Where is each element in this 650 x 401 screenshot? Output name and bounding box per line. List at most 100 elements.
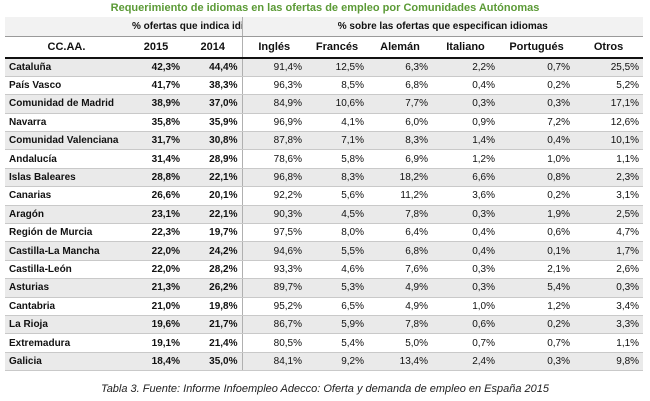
cell-p15: 23,1% [128, 205, 184, 225]
column-header-others: Otros [574, 36, 644, 59]
cell-french: 6,5% [306, 297, 369, 316]
cell-italian: 3,6% [432, 186, 500, 206]
cell-english: 90,3% [241, 205, 307, 225]
cell-region: Castilla-La Mancha [5, 241, 128, 261]
cell-italian: 2,4% [432, 352, 500, 372]
cell-p14: 24,2% [184, 241, 243, 261]
cell-portuguese: 0,2% [499, 186, 575, 206]
table-body: Cataluña 42,3% 44,4% 91,4% 12,5% 6,3% 2,2% 0,7%… [5, 58, 644, 372]
table-row: Aragón 23,1% 22,1% 90,3% 4,5% 7,8% 0,3% 1,9% 2,5… [5, 205, 644, 225]
cell-others: 0,3% [574, 278, 644, 298]
cell-portuguese: 0,2% [499, 76, 575, 96]
column-header-french: Francés [306, 36, 369, 59]
table-caption: Tabla 3. Fuente: Informe Infoempleo Adec… [100, 383, 550, 395]
cell-german: 7,8% [368, 315, 433, 335]
cell-p14: 19,7% [184, 223, 243, 243]
cell-p14: 28,9% [184, 149, 243, 169]
cell-italian: 0,4% [432, 76, 500, 96]
cell-region: Extremadura [5, 333, 128, 353]
cell-portuguese: 0,8% [499, 168, 575, 188]
table-row: Galicia 18,4% 35,0% 84,1% 9,2% 13,4% 2,4% 0,3% 9… [5, 352, 644, 372]
column-header-english: Inglés [241, 36, 307, 59]
cell-region: Islas Baleares [5, 168, 128, 188]
cell-others: 17,1% [574, 94, 644, 114]
cell-others: 4,7% [574, 223, 644, 243]
cell-region: Galicia [5, 352, 128, 372]
cell-region: Cataluña [5, 58, 128, 77]
cell-italian: 0,4% [432, 223, 500, 243]
column-header-row: CC.AA. 2015 2014 Inglés Francés Alemán I… [5, 36, 644, 59]
cell-french: 4,6% [306, 260, 369, 280]
cell-others: 9,8% [574, 352, 644, 372]
cell-region: Andalucía [5, 149, 128, 169]
cell-p15: 22,0% [128, 260, 184, 280]
cell-english: 86,7% [241, 315, 307, 335]
cell-italian: 0,6% [432, 315, 500, 335]
cell-others: 1,1% [574, 333, 644, 353]
cell-italian: 0,3% [432, 278, 500, 298]
cell-portuguese: 0,4% [499, 131, 575, 151]
cell-english: 95,2% [241, 297, 307, 316]
cell-p15: 22,3% [128, 223, 184, 243]
cell-french: 5,9% [306, 315, 369, 335]
cell-portuguese: 0,7% [499, 333, 575, 353]
table-row: La Rioja 19,6% 21,7% 86,7% 5,9% 7,8% 0,6% 0,2% 3… [5, 315, 644, 335]
cell-p14: 35,0% [184, 352, 243, 372]
cell-p14: 38,3% [184, 76, 243, 96]
cell-region: Comunidad de Madrid [5, 94, 128, 114]
column-header-portuguese: Portugués [499, 36, 575, 59]
cell-english: 87,8% [241, 131, 307, 151]
cell-german: 4,9% [368, 297, 433, 316]
cell-others: 3,4% [574, 297, 644, 316]
table-row: Región de Murcia 22,3% 19,7% 97,5% 8,0% 6,4% 0… [5, 223, 644, 243]
cell-p14: 21,7% [184, 315, 243, 335]
cell-region: Canarias [5, 186, 128, 206]
cell-others: 1,7% [574, 241, 644, 261]
cell-p15: 28,8% [128, 168, 184, 188]
cell-portuguese: 2,1% [499, 260, 575, 280]
table-row: Castilla-León 22,0% 28,2% 93,3% 4,6% 7,6% 0,3%… [5, 260, 644, 280]
cell-others: 25,5% [574, 58, 644, 77]
table-title: Requerimiento de idiomas en las ofertas … [110, 2, 540, 14]
cell-french: 8,3% [306, 168, 369, 188]
cell-portuguese: 5,4% [499, 278, 575, 298]
cell-english: 94,6% [241, 241, 307, 261]
cell-region: Región de Murcia [5, 223, 128, 243]
cell-p14: 44,4% [184, 58, 243, 77]
cell-others: 5,2% [574, 76, 644, 96]
cell-italian: 0,7% [432, 333, 500, 353]
cell-p15: 22,0% [128, 241, 184, 261]
cell-others: 2,5% [574, 205, 644, 225]
cell-p14: 21,4% [184, 333, 243, 353]
cell-german: 13,4% [368, 352, 433, 372]
cell-portuguese: 0,3% [499, 94, 575, 114]
cell-french: 5,5% [306, 241, 369, 261]
cell-italian: 0,9% [432, 113, 500, 133]
cell-german: 4,9% [368, 278, 433, 298]
cell-english: 97,5% [241, 223, 307, 243]
cell-others: 3,1% [574, 186, 644, 206]
cell-p15: 31,7% [128, 131, 184, 151]
cell-p15: 31,4% [128, 149, 184, 169]
table-row: Cantabria 21,0% 19,8% 95,2% 6,5% 4,9% 1,0% 1,2%… [5, 297, 644, 316]
cell-p14: 35,9% [184, 113, 243, 133]
column-header-2015: 2015 [128, 36, 184, 59]
cell-region: Castilla-León [5, 260, 128, 280]
table-row: País Vasco 41,7% 38,3% 96,3% 8,5% 6,8% 0,4% 0,2… [5, 76, 644, 96]
cell-p14: 28,2% [184, 260, 243, 280]
cell-region: Asturias [5, 278, 128, 298]
cell-portuguese: 0,6% [499, 223, 575, 243]
cell-german: 18,2% [368, 168, 433, 188]
cell-italian: 1,4% [432, 131, 500, 151]
group-header-offers: % ofertas que indica idioma [128, 17, 243, 37]
cell-italian: 0,4% [432, 241, 500, 261]
cell-english: 93,3% [241, 260, 307, 280]
cell-german: 6,8% [368, 76, 433, 96]
cell-portuguese: 0,2% [499, 315, 575, 335]
cell-portuguese: 0,7% [499, 58, 575, 77]
cell-p14: 30,8% [184, 131, 243, 151]
cell-region: País Vasco [5, 76, 128, 96]
cell-portuguese: 0,1% [499, 241, 575, 261]
cell-italian: 2,2% [432, 58, 500, 77]
cell-french: 9,2% [306, 352, 369, 372]
